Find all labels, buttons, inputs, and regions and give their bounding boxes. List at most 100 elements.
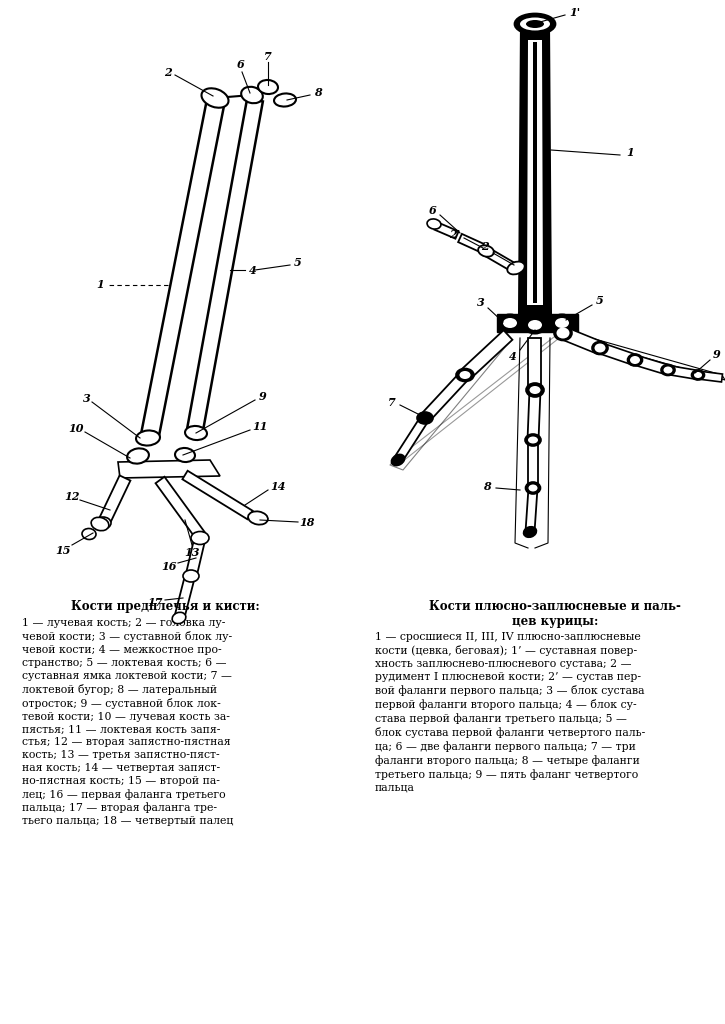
Ellipse shape [91, 517, 109, 530]
Polygon shape [519, 28, 551, 318]
Polygon shape [156, 477, 204, 539]
Ellipse shape [526, 383, 544, 397]
Polygon shape [533, 42, 537, 303]
Text: 9: 9 [259, 391, 267, 402]
Text: Кости плюсно-заплюсневые и паль-
цев курицы:: Кости плюсно-заплюсневые и паль- цев кур… [429, 600, 681, 628]
Ellipse shape [528, 436, 538, 443]
Ellipse shape [551, 314, 573, 332]
Text: 6: 6 [237, 59, 245, 71]
Ellipse shape [248, 511, 268, 524]
Polygon shape [175, 574, 195, 616]
Ellipse shape [503, 318, 517, 328]
Text: 5: 5 [596, 295, 604, 305]
Ellipse shape [191, 531, 209, 545]
Polygon shape [527, 40, 543, 305]
Ellipse shape [515, 14, 555, 34]
Ellipse shape [136, 430, 160, 445]
Ellipse shape [258, 80, 278, 94]
Polygon shape [528, 440, 538, 488]
Ellipse shape [526, 20, 544, 28]
Polygon shape [460, 331, 513, 380]
Text: 15: 15 [55, 545, 71, 555]
Text: 8: 8 [483, 481, 491, 493]
Text: Кости предплечья и кисти:: Кости предплечья и кисти: [70, 600, 260, 613]
Polygon shape [187, 98, 263, 431]
Ellipse shape [628, 354, 642, 366]
Ellipse shape [460, 371, 471, 379]
Ellipse shape [95, 517, 111, 529]
Polygon shape [186, 537, 205, 573]
Ellipse shape [172, 612, 186, 624]
Ellipse shape [392, 455, 405, 466]
Polygon shape [634, 355, 669, 375]
Text: 1: 1 [626, 147, 634, 159]
Ellipse shape [520, 17, 550, 31]
Text: 6: 6 [429, 205, 437, 215]
Polygon shape [434, 222, 459, 239]
Ellipse shape [82, 528, 96, 540]
Polygon shape [183, 471, 252, 519]
Ellipse shape [525, 434, 541, 446]
Ellipse shape [529, 386, 541, 394]
Text: 18: 18 [299, 516, 315, 527]
Ellipse shape [694, 372, 702, 378]
Polygon shape [529, 338, 542, 390]
Text: 7: 7 [264, 50, 272, 61]
Text: 1': 1' [569, 6, 581, 17]
Polygon shape [560, 327, 602, 354]
Ellipse shape [630, 356, 640, 364]
Text: 4: 4 [249, 264, 257, 275]
Text: 1 — лучевая кость; 2 — головка лу-
чевой кости; 3 — суставной блок лу-
чевой кос: 1 — лучевая кость; 2 — головка лу- чевой… [22, 618, 233, 826]
Text: 12: 12 [65, 492, 80, 503]
Ellipse shape [183, 570, 199, 582]
Polygon shape [485, 248, 521, 273]
Text: 16: 16 [161, 560, 177, 571]
Text: 13: 13 [184, 548, 200, 558]
Text: 2': 2' [450, 228, 460, 240]
Ellipse shape [594, 343, 605, 352]
Polygon shape [421, 372, 469, 422]
Ellipse shape [127, 449, 149, 464]
Polygon shape [697, 371, 723, 382]
Polygon shape [118, 460, 220, 478]
Ellipse shape [427, 219, 441, 229]
Ellipse shape [417, 412, 433, 424]
Text: 1: 1 [96, 280, 104, 291]
Polygon shape [99, 475, 130, 522]
Ellipse shape [554, 326, 572, 341]
Ellipse shape [185, 426, 207, 440]
Polygon shape [394, 416, 428, 463]
Text: 9: 9 [713, 349, 721, 360]
Ellipse shape [274, 93, 296, 106]
Ellipse shape [526, 482, 541, 494]
Text: 2: 2 [481, 242, 489, 253]
Ellipse shape [557, 328, 570, 339]
Ellipse shape [499, 314, 521, 332]
Polygon shape [528, 390, 541, 440]
Ellipse shape [524, 316, 546, 334]
Polygon shape [497, 314, 578, 332]
Ellipse shape [478, 246, 494, 257]
Ellipse shape [663, 367, 673, 374]
Polygon shape [667, 366, 699, 380]
Text: 4: 4 [509, 350, 517, 361]
Polygon shape [458, 233, 484, 252]
Polygon shape [141, 103, 224, 437]
Ellipse shape [592, 341, 608, 354]
Text: 3: 3 [83, 392, 91, 403]
Text: 1 — сросшиеся II, III, IV плюсно-заплюсневые
кости (цевка, беговая); 1’ — сустав: 1 — сросшиеся II, III, IV плюсно-заплюсн… [375, 632, 645, 793]
Text: 3: 3 [477, 298, 485, 308]
Ellipse shape [241, 87, 263, 103]
Ellipse shape [523, 526, 536, 538]
Text: 7: 7 [388, 396, 396, 408]
Ellipse shape [555, 318, 569, 328]
Ellipse shape [528, 319, 542, 330]
Text: 10: 10 [68, 423, 84, 433]
Text: 11: 11 [252, 422, 268, 432]
Ellipse shape [456, 369, 474, 382]
Ellipse shape [529, 484, 537, 492]
Polygon shape [526, 487, 537, 532]
Ellipse shape [692, 370, 705, 380]
Ellipse shape [175, 447, 195, 462]
Text: 14: 14 [270, 480, 286, 492]
